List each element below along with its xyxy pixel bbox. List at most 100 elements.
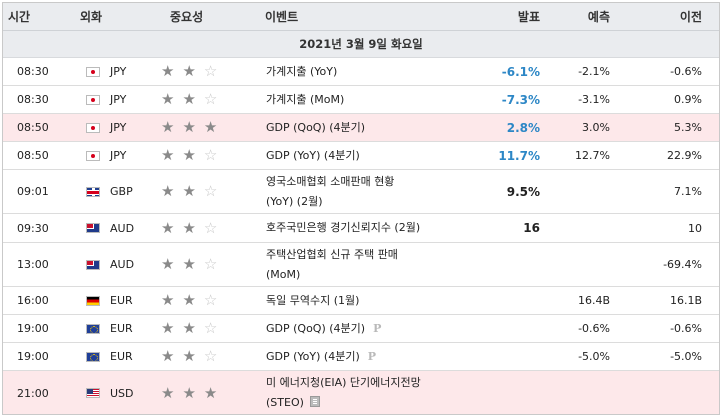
- forecast-value: 3.0%: [582, 121, 610, 134]
- event-name[interactable]: GDP (YoY) (4분기): [265, 146, 473, 166]
- event-name[interactable]: 호주국민은행 경기신뢰지수 (2월): [265, 218, 473, 238]
- star-empty-icon: ☆: [203, 146, 218, 164]
- star-filled-icon: ★: [182, 319, 196, 337]
- header-forecast[interactable]: 예측: [587, 10, 610, 24]
- star-filled-icon: ★: [182, 146, 196, 164]
- forecast-value: 12.7%: [575, 149, 610, 162]
- forecast-value: -5.0%: [578, 350, 610, 363]
- previous-value: -5.0%: [670, 350, 702, 363]
- table-row[interactable]: 13:00 AUD ★ ★ ☆ 주택산업협회 신규 주택 판매 (MoM) -69.4%: [3, 243, 719, 287]
- event-name[interactable]: 가계지출 (MoM): [265, 90, 473, 110]
- event-name[interactable]: 독일 무역수지 (1월): [265, 291, 473, 311]
- event-title[interactable]: 미 에너지청(EIA) 단기에너지전망: [266, 376, 421, 389]
- star-filled-icon: ★: [161, 118, 175, 136]
- currency-code: JPY: [110, 65, 127, 78]
- event-title[interactable]: 가계지출 (YoY): [266, 64, 338, 78]
- header-event[interactable]: 이벤트: [265, 9, 299, 24]
- star-empty-icon: ☆: [203, 319, 218, 337]
- table-row[interactable]: 19:00 EUR ★ ★ ☆ GDP (QoQ) (4분기) P -0.6% -0.6%: [3, 315, 719, 343]
- table-row[interactable]: 08:30 JPY ★ ★ ☆ 가계지출 (YoY) -6.1% -2.1% -0.6%: [3, 58, 719, 86]
- forecast-value: -3.1%: [578, 93, 610, 106]
- table-row[interactable]: 08:30 JPY ★ ★ ☆ 가계지출 (MoM) -7.3% -3.1% 0.9%: [3, 86, 719, 114]
- actual-value: -6.1%: [501, 64, 540, 79]
- star-filled-icon: ★: [161, 90, 175, 108]
- document-icon[interactable]: [309, 396, 320, 407]
- previous-value: 0.9%: [674, 93, 702, 106]
- event-time: 09:01: [17, 185, 49, 198]
- currency-code: JPY: [110, 93, 127, 106]
- event-title[interactable]: GDP (YoY) (4분기): [266, 349, 360, 363]
- currency-cell: JPY: [67, 65, 145, 78]
- eu-flag-icon: [86, 351, 100, 362]
- star-filled-icon: ★: [182, 182, 196, 200]
- star-filled-icon: ★: [182, 62, 196, 80]
- table-row[interactable]: 09:01 GBP ★ ★ ☆ 영국소매협회 소매판매 현황 (YoY) (2월) 9.5% 7…: [3, 170, 719, 214]
- australia-flag-icon: [86, 259, 100, 270]
- header-previous[interactable]: 이전: [679, 10, 702, 24]
- event-title[interactable]: 가계지출 (MoM): [266, 92, 345, 106]
- forecast-value: 16.4B: [577, 294, 610, 307]
- event-name[interactable]: 미 에너지청(EIA) 단기에너지전망 (STEO): [265, 373, 473, 413]
- event-title[interactable]: 영국소매협회 소매판매 현황: [266, 174, 395, 188]
- australia-flag-icon: [86, 223, 100, 233]
- japan-flag-icon: [86, 66, 100, 77]
- previous-value: 16.1B: [669, 294, 702, 307]
- importance-stars: ★ ★ ☆: [145, 64, 265, 79]
- star-filled-icon: ★: [182, 347, 196, 365]
- table-row[interactable]: 09:30 AUD ★ ★ ☆ 호주국민은행 경기신뢰지수 (2월) 16 10: [3, 214, 719, 243]
- event-name[interactable]: 영국소매협회 소매판매 현황 (YoY) (2월): [265, 172, 473, 212]
- star-filled-icon: ★: [182, 255, 196, 273]
- event-name[interactable]: GDP (QoQ) (4분기): [265, 118, 473, 138]
- table-row[interactable]: 19:00 EUR ★ ★ ☆ GDP (YoY) (4분기) P -5.0% -5.0%: [3, 343, 719, 371]
- event-name[interactable]: 가계지출 (YoY): [265, 62, 473, 82]
- event-title-line2[interactable]: (YoY) (2월): [266, 194, 323, 208]
- event-title[interactable]: GDP (QoQ) (4분기): [266, 321, 366, 335]
- star-empty-icon: ☆: [203, 291, 218, 309]
- currency-code: USD: [110, 386, 134, 400]
- table-row[interactable]: 08:50 JPY ★ ★ ★ GDP (QoQ) (4분기) 2.8% 3.0% 5.3%: [3, 114, 719, 142]
- star-filled-icon: ★: [182, 218, 196, 237]
- currency-cell: EUR: [67, 322, 145, 335]
- currency-code: EUR: [110, 294, 133, 307]
- forecast-value: -0.6%: [578, 322, 610, 335]
- event-title[interactable]: 주택산업협회 신규 주택 판매: [266, 247, 398, 261]
- star-empty-icon: ☆: [203, 62, 218, 80]
- star-filled-icon: ★: [161, 62, 175, 80]
- event-title[interactable]: GDP (YoY) (4분기): [266, 148, 360, 162]
- star-filled-icon: ★: [161, 182, 175, 200]
- event-time: 08:30: [17, 93, 49, 106]
- table-row[interactable]: 08:50 JPY ★ ★ ☆ GDP (YoY) (4분기) 11.7% 12.7% 22.9…: [3, 142, 719, 170]
- star-empty-icon: ☆: [203, 182, 218, 200]
- table-header: 시간 외화 중요성 이벤트 발표 예측 이전: [3, 3, 719, 31]
- currency-code: GBP: [110, 185, 133, 198]
- table-row[interactable]: 21:00 USD ★ ★ ★ 미 에너지청(EIA) 단기에너지전망 (STEO): [3, 371, 719, 414]
- japan-flag-icon: [86, 122, 100, 133]
- importance-stars: ★ ★ ★: [145, 120, 265, 135]
- event-title-line2[interactable]: (STEO): [266, 396, 304, 409]
- event-time: 08:50: [17, 121, 49, 134]
- header-actual[interactable]: 발표: [517, 10, 540, 24]
- header-time[interactable]: 시간: [8, 10, 31, 24]
- event-time: 19:00: [17, 322, 49, 335]
- actual-value: 16: [523, 221, 540, 235]
- event-name[interactable]: 주택산업협회 신규 주택 판매 (MoM): [265, 245, 473, 285]
- event-title[interactable]: 독일 무역수지 (1월): [266, 293, 360, 307]
- header-currency[interactable]: 외화: [80, 10, 103, 24]
- event-name[interactable]: GDP (QoQ) (4분기) P: [265, 319, 473, 339]
- table-row[interactable]: 16:00 EUR ★ ★ ☆ 독일 무역수지 (1월) 16.4B 16.1B: [3, 287, 719, 315]
- forecast-value: -2.1%: [578, 65, 610, 78]
- currency-cell: JPY: [67, 93, 145, 106]
- header-importance[interactable]: 중요성: [170, 10, 204, 24]
- event-time: 19:00: [17, 350, 49, 363]
- currency-cell: EUR: [67, 350, 145, 363]
- event-name[interactable]: GDP (YoY) (4분기) P: [265, 347, 473, 367]
- event-title[interactable]: 호주국민은행 경기신뢰지수 (2월): [266, 221, 421, 234]
- economic-calendar: 시간 외화 중요성 이벤트 발표 예측 이전 2021년 3월 9일 화요일 0…: [2, 2, 720, 415]
- importance-stars: ★ ★ ☆: [145, 92, 265, 107]
- event-title[interactable]: GDP (QoQ) (4분기): [266, 120, 366, 134]
- currency-code: AUD: [110, 221, 135, 235]
- event-time: 13:00: [17, 258, 49, 271]
- event-title-line2[interactable]: (MoM): [266, 267, 301, 281]
- event-rows: 08:30 JPY ★ ★ ☆ 가계지출 (YoY) -6.1% -2.1% -0.6% 08:3…: [3, 58, 719, 414]
- currency-cell: USD: [67, 387, 145, 400]
